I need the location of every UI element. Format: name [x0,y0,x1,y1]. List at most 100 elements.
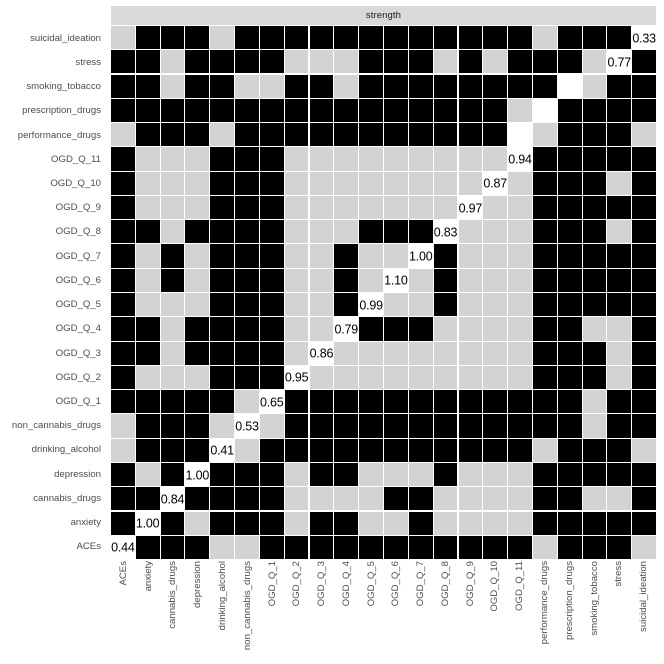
heatmap-cell [235,26,259,50]
heatmap-cell [359,26,383,50]
heatmap-cell [309,74,334,98]
heatmap-cell [632,74,656,98]
heatmap-cell [408,147,433,171]
heatmap-cell [111,341,135,365]
heatmap-cell [309,414,334,438]
heatmap-cell [458,390,483,414]
heatmap-cell [160,390,185,414]
heatmap-cell [309,487,334,511]
heatmap-cell [582,438,607,462]
heatmap-cell [309,244,334,268]
heatmap-cell [185,195,210,220]
heatmap-cell [359,438,383,462]
heatmap-cell [309,390,334,414]
heatmap-cell [532,220,557,244]
heatmap-cell [334,535,359,559]
heatmap-cell [433,268,458,292]
heatmap-cell [309,438,334,462]
y-axis-tick: depression [54,468,101,480]
y-axis-tick: OGD_Q_7 [55,250,101,262]
x-axis-tick-label: stress [613,561,625,587]
heatmap-cell [483,390,508,414]
heatmap-cell [210,98,235,122]
heatmap-cell [607,365,632,390]
heatmap-cell [483,511,508,535]
heatmap-cell [557,26,582,50]
heatmap-cell [284,511,309,535]
heatmap-cell [532,414,557,438]
heatmap-cell [607,195,632,220]
heatmap-cell [532,438,557,462]
heatmap-cell [111,511,135,535]
heatmap-cell [557,293,582,317]
heatmap-cell [259,487,284,511]
heatmap-cell [160,414,185,438]
heatmap-cell [607,317,632,341]
heatmap-cell [557,244,582,268]
heatmap-cell [185,293,210,317]
y-axis-tick: performance_drugs [17,129,101,141]
heatmap-cell [210,341,235,365]
heatmap-cell [185,244,210,268]
heatmap-cell [532,147,557,171]
heatmap-cell [632,341,656,365]
heatmap-cell [309,98,334,122]
heatmap-cell [334,74,359,98]
heatmap-cell [483,293,508,317]
heatmap-cell [408,123,433,147]
heatmap-cell [210,195,235,220]
y-axis-tick: ACEs [76,541,101,553]
y-axis-tick: OGD_Q_5 [55,299,101,311]
heatmap-cell [210,511,235,535]
heatmap-cell [508,535,532,559]
heatmap-cell-value: 1.00 [408,249,433,264]
heatmap-cell [508,98,532,122]
heatmap-cell [284,293,309,317]
heatmap-cell [259,414,284,438]
heatmap-cell [160,341,185,365]
heatmap-cell [160,123,185,147]
heatmap-diagonal-cell: 0.87 [483,171,507,195]
heatmap-cell [433,74,458,98]
heatmap-cell [160,293,185,317]
heatmap-cell [582,341,607,365]
heatmap-cell [532,535,557,559]
heatmap-cell [433,365,458,390]
heatmap-cell [334,147,359,171]
heatmap-cell [185,268,210,292]
heatmap-cell [557,438,582,462]
heatmap-cell [508,220,532,244]
heatmap-cell [160,268,185,292]
heatmap-cell [607,26,632,50]
heatmap-cell [532,123,557,147]
heatmap-cell [384,341,408,365]
heatmap-cell [235,220,259,244]
heatmap-cell [359,414,383,438]
heatmap-cell [135,487,160,511]
heatmap-cell [135,341,160,365]
heatmap-cell [433,390,458,414]
x-axis-tick: stress [606,561,631,661]
y-axis: suicidal_ideation stress smoking_tobacco pr… [0,26,106,559]
heatmap-cell [483,220,508,244]
x-axis-tick: OGD_Q_3 [309,561,334,661]
heatmap-cell [185,123,210,147]
heatmap-cell [408,462,433,487]
heatmap-cell [160,462,185,487]
heatmap-cell [384,244,408,268]
heatmap-cell-value: 0.95 [284,370,309,385]
x-axis-tick-label: OGD_Q_1 [266,561,278,607]
heatmap-cell [408,341,433,365]
heatmap-cell [334,487,359,511]
y-axis-tick: non_cannabis_drugs [11,420,101,432]
x-axis-tick-label: smoking_tobacco [588,561,600,636]
y-axis-tick: anxiety [70,517,101,529]
x-axis-tick-label: OGD_Q_4 [340,561,352,607]
heatmap-cell [433,438,458,462]
heatmap-cell [582,293,607,317]
heatmap-cell [532,26,557,50]
heatmap-cell [235,487,259,511]
heatmap-cell [235,268,259,292]
heatmap-cell [284,535,309,559]
heatmap-cell [532,317,557,341]
